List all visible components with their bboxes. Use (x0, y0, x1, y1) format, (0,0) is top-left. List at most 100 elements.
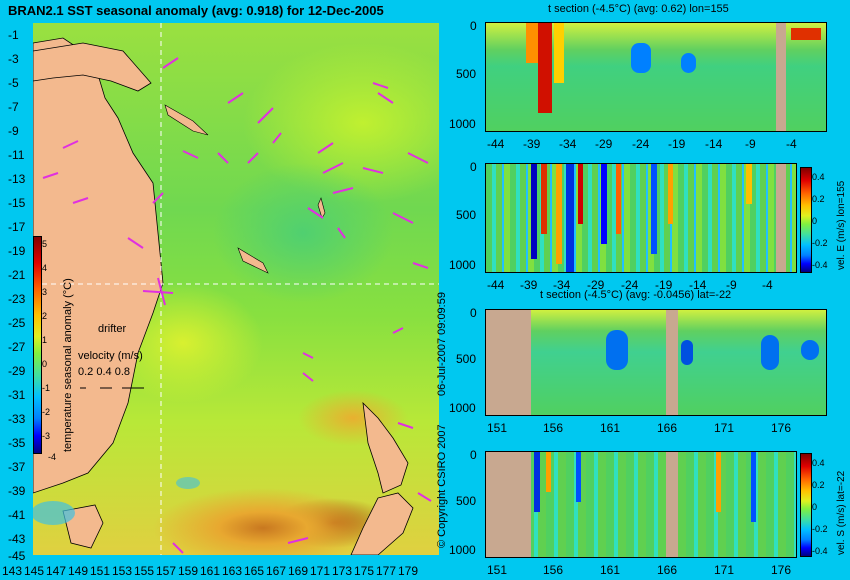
colorbar-tick: 0.2 (812, 480, 825, 490)
lat-tick: -21 (8, 268, 26, 282)
y-tick: 500 (456, 494, 477, 508)
section4-plot (485, 451, 797, 558)
x-tick: -14 (689, 278, 707, 292)
lon-tick: 155 (134, 564, 155, 578)
section2-colorbar-ticks: 0.4 0.2 0 -0.2 -0.4 (812, 166, 828, 276)
y-tick: 1000 (449, 117, 476, 131)
date-stamp: 06-Jul-2007 09:09:59 (436, 292, 448, 396)
y-tick: 500 (456, 352, 477, 366)
map-colorbar (33, 236, 42, 454)
section2-colorbar (800, 167, 812, 273)
colorbar-tick: 0 (42, 359, 48, 369)
colorbar-tick: 4 (42, 263, 48, 273)
lon-tick: 143 (2, 564, 23, 578)
section4-colorbar-ticks: 0.4 0.2 0 -0.2 -0.4 (812, 452, 828, 562)
lat-tick: -39 (8, 484, 26, 498)
new-zealand-south-landmass (350, 492, 414, 555)
colorbar-tick: -0.4 (812, 546, 828, 556)
x-tick: -34 (559, 137, 577, 151)
map-colorbar-label: temperature seasonal anomaly (°C) (62, 278, 74, 452)
solomon-islands-landmass (164, 104, 209, 136)
velocity-legend-values: 0.2 0.4 0.8 (78, 366, 130, 378)
x-tick: -29 (595, 137, 613, 151)
x-tick: 161 (600, 421, 621, 435)
section3-plot (485, 309, 827, 416)
lon-tick: 175 (354, 564, 375, 578)
section2-plot (485, 163, 797, 273)
new-caledonia-landmass (237, 247, 269, 274)
x-tick: -29 (587, 278, 605, 292)
lon-tick: 179 (398, 564, 419, 578)
colorbar-tick: 0.4 (812, 458, 825, 468)
colorbar-tick: -4 (48, 452, 57, 462)
lat-tick: -11 (8, 148, 25, 162)
lon-tick: 173 (332, 564, 353, 578)
colorbar-tick: 0.4 (812, 172, 825, 182)
colorbar-tick: 3 (42, 287, 48, 297)
x-tick: 161 (600, 563, 621, 577)
velocity-legend-arrows (80, 387, 144, 389)
drifter-vectors (42, 57, 432, 554)
section4-colorbar (800, 453, 812, 557)
colorbar-tick: -0.2 (812, 524, 828, 534)
x-tick: 171 (714, 563, 735, 577)
x-tick: 151 (487, 421, 508, 435)
section4-colorbar-label: vel. S (m/s) lat=-22 (836, 470, 847, 555)
y-tick: 0 (470, 448, 477, 462)
colorbar-tick: 0.2 (812, 194, 825, 204)
y-tick: 1000 (449, 543, 476, 557)
lat-tick: -17 (8, 220, 26, 234)
colorbar-tick: -0.2 (812, 238, 828, 248)
x-tick: -39 (520, 278, 538, 292)
lon-tick: 149 (68, 564, 89, 578)
lat-tick: -7 (8, 100, 19, 114)
x-tick: -4 (786, 137, 797, 151)
lat-tick: -13 (8, 172, 26, 186)
lon-tick: 167 (266, 564, 287, 578)
lon-tick: 177 (376, 564, 397, 578)
section1-title: t section (-4.5°C) (avg: 0.62) lon=155 (548, 3, 729, 15)
australia-landmass (33, 37, 164, 494)
x-tick: 166 (657, 421, 678, 435)
lon-tick: 171 (310, 564, 331, 578)
lat-tick: -25 (8, 316, 26, 330)
y-tick: 0 (470, 19, 477, 33)
lat-tick: -5 (8, 76, 19, 90)
x-tick: -39 (523, 137, 541, 151)
x-tick: -9 (745, 137, 756, 151)
lon-tick: 147 (46, 564, 67, 578)
x-tick: -44 (487, 278, 505, 292)
lat-tick: -33 (8, 412, 26, 426)
lon-tick: 153 (112, 564, 133, 578)
section2-colorbar-label: vel. E (m/s) lon=155 (836, 180, 847, 270)
colorbar-tick: -3 (42, 431, 51, 441)
main-title: BRAN2.1 SST seasonal anomaly (avg: 0.918… (8, 3, 384, 18)
x-tick: 166 (657, 563, 678, 577)
y-tick: 500 (456, 67, 477, 81)
lat-tick: -1 (8, 28, 19, 42)
x-tick: -19 (655, 278, 673, 292)
lat-tick: -31 (8, 388, 26, 402)
copyright-notice: © Copyright CSIRO 2007 (436, 424, 448, 548)
lon-tick: 163 (222, 564, 243, 578)
lat-tick: -23 (8, 292, 26, 306)
new-guinea-landmass (33, 42, 152, 92)
section1-plot (485, 22, 827, 132)
colorbar-tick: -0.4 (812, 260, 828, 270)
lat-tick: -9 (8, 124, 19, 138)
colorbar-tick: 0 (812, 216, 818, 226)
x-tick: -4 (762, 278, 773, 292)
y-tick: 0 (470, 160, 477, 174)
colorbar-tick: -2 (42, 407, 51, 417)
x-tick: 156 (543, 563, 564, 577)
lat-tick: -29 (8, 364, 26, 378)
sst-anomaly-map (33, 23, 439, 555)
y-tick: 1000 (449, 401, 476, 415)
x-tick: 176 (771, 563, 792, 577)
lat-tick: -45 (8, 549, 26, 563)
colorbar-tick: 2 (42, 311, 48, 321)
x-tick: -34 (553, 278, 571, 292)
new-zealand-north-landmass (362, 401, 409, 494)
y-tick: 0 (470, 306, 477, 320)
lon-tick: 159 (178, 564, 199, 578)
